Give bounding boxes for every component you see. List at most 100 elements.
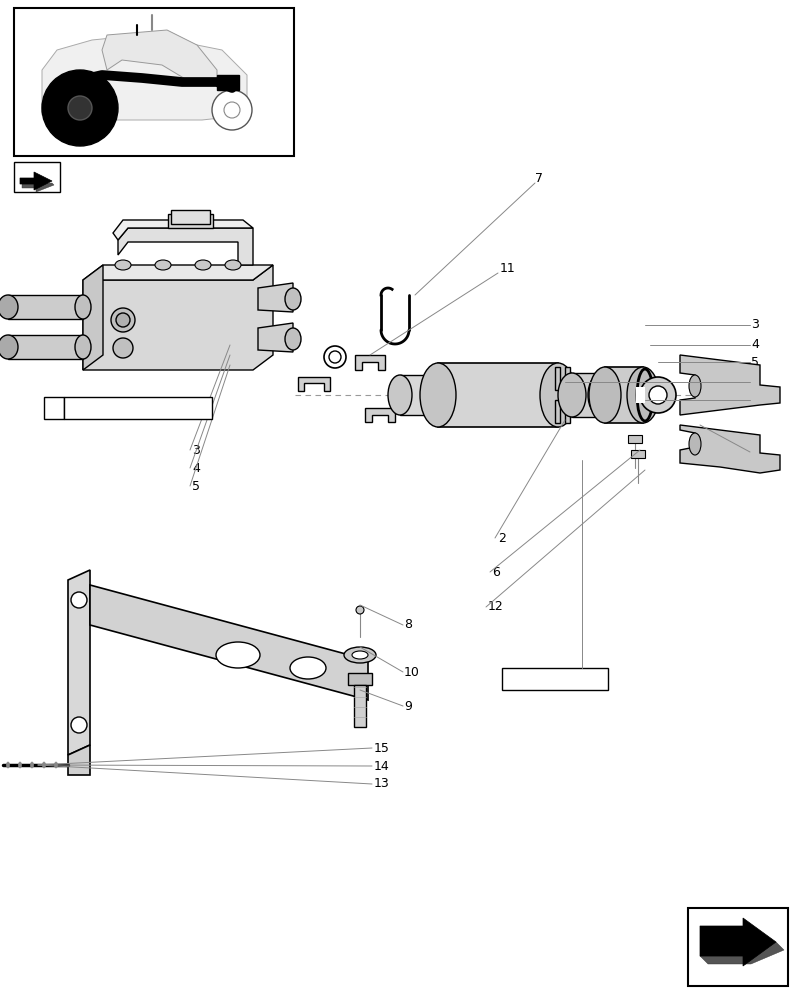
Bar (687, 908, 787, 986)
Ellipse shape (155, 260, 171, 270)
Ellipse shape (588, 367, 620, 423)
Polygon shape (83, 265, 272, 370)
Ellipse shape (111, 308, 135, 332)
Ellipse shape (351, 651, 367, 659)
Polygon shape (554, 400, 569, 423)
Polygon shape (22, 183, 54, 192)
Text: 12: 12 (487, 600, 503, 613)
Text: 7: 7 (534, 172, 543, 185)
Polygon shape (699, 918, 775, 966)
Ellipse shape (285, 328, 301, 350)
Text: 3: 3 (750, 318, 758, 332)
Bar (630, 450, 644, 458)
Ellipse shape (75, 335, 91, 359)
Bar (64, 397, 212, 419)
Ellipse shape (31, 762, 33, 768)
Text: 5: 5 (191, 480, 200, 492)
Ellipse shape (42, 762, 45, 768)
Circle shape (212, 90, 251, 130)
Polygon shape (554, 367, 569, 390)
Ellipse shape (225, 260, 241, 270)
Ellipse shape (388, 375, 411, 415)
Polygon shape (90, 585, 367, 700)
Ellipse shape (116, 313, 130, 327)
Ellipse shape (689, 433, 700, 455)
Ellipse shape (328, 351, 341, 363)
Ellipse shape (355, 606, 363, 614)
Bar (44, 397, 64, 419)
Ellipse shape (71, 717, 87, 733)
Bar (571, 373, 601, 417)
Polygon shape (113, 220, 253, 240)
Text: 2: 2 (750, 375, 758, 388)
Polygon shape (258, 323, 293, 352)
Ellipse shape (71, 592, 87, 608)
Text: 6: 6 (750, 446, 758, 458)
Bar (14, 8, 294, 156)
Bar (8, 335, 83, 359)
Polygon shape (83, 265, 103, 370)
Polygon shape (679, 425, 779, 473)
Circle shape (224, 102, 240, 118)
Ellipse shape (587, 373, 616, 417)
Bar (171, 210, 210, 224)
Ellipse shape (0, 295, 18, 319)
Text: 13: 13 (374, 777, 389, 790)
Text: 4: 4 (191, 462, 200, 475)
Text: 4: 4 (750, 338, 758, 352)
Bar (604, 367, 642, 423)
Polygon shape (258, 283, 293, 312)
Polygon shape (365, 408, 394, 422)
Ellipse shape (290, 657, 325, 679)
Polygon shape (699, 942, 783, 964)
Polygon shape (679, 355, 779, 415)
Ellipse shape (6, 762, 10, 768)
Ellipse shape (324, 346, 345, 368)
Text: 9: 9 (404, 700, 411, 712)
Ellipse shape (19, 762, 21, 768)
Ellipse shape (639, 377, 676, 413)
Ellipse shape (216, 642, 260, 668)
Bar (217, 75, 238, 90)
Polygon shape (42, 35, 247, 120)
Ellipse shape (557, 373, 586, 417)
Bar (400, 375, 435, 415)
Ellipse shape (0, 335, 18, 359)
Ellipse shape (419, 363, 456, 427)
Bar (168, 214, 212, 228)
Polygon shape (20, 172, 52, 190)
Text: 14: 14 (374, 760, 389, 772)
Polygon shape (118, 228, 253, 265)
Ellipse shape (423, 375, 446, 415)
Ellipse shape (75, 295, 91, 319)
Ellipse shape (195, 260, 211, 270)
Polygon shape (83, 265, 272, 280)
Ellipse shape (689, 375, 700, 397)
Bar (348, 673, 371, 685)
Text: 11: 11 (500, 261, 515, 274)
Text: 1.82.7/16 A: 1.82.7/16 A (70, 401, 142, 414)
Bar (627, 435, 642, 443)
Ellipse shape (539, 363, 575, 427)
Polygon shape (68, 570, 90, 755)
Text: 5: 5 (750, 356, 758, 368)
Text: 2: 2 (497, 532, 505, 544)
Bar (437, 363, 557, 427)
Ellipse shape (115, 260, 131, 270)
Bar (501, 668, 607, 690)
Text: 15: 15 (374, 742, 389, 754)
Bar (14, 162, 60, 192)
Text: 12: 12 (750, 393, 766, 406)
Circle shape (68, 96, 92, 120)
Ellipse shape (344, 647, 375, 663)
Ellipse shape (285, 288, 301, 310)
Text: 10: 10 (404, 666, 419, 678)
Polygon shape (354, 355, 384, 370)
Polygon shape (102, 30, 217, 85)
Ellipse shape (113, 338, 133, 358)
Text: 1: 1 (50, 401, 58, 414)
Circle shape (42, 70, 118, 146)
Text: 3: 3 (191, 444, 200, 456)
Text: 8: 8 (404, 618, 411, 632)
Bar (635, 387, 644, 403)
